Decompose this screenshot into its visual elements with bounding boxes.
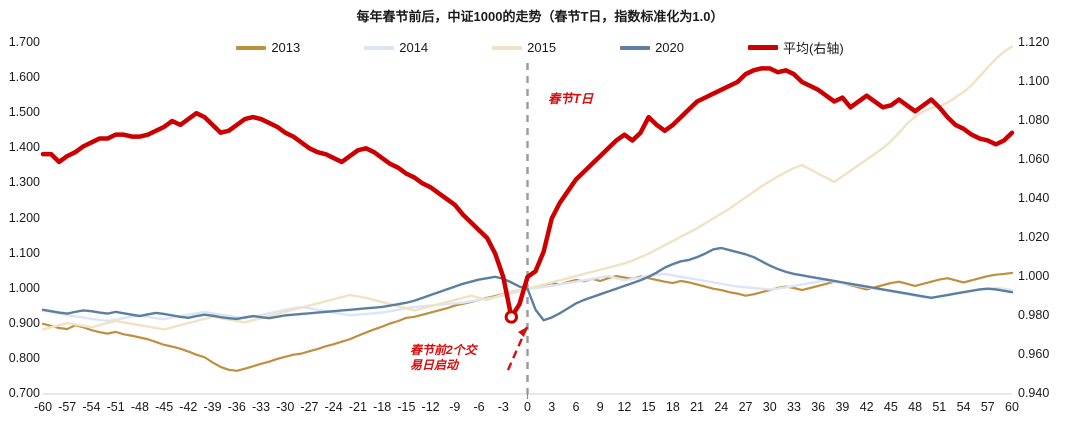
x-axis-tick: 54 bbox=[956, 400, 971, 414]
y-axis-right-tick: 1.020 bbox=[1018, 230, 1050, 244]
y-axis-left-tick: 1.100 bbox=[8, 245, 40, 260]
legend-swatch bbox=[364, 45, 395, 50]
y-axis-left-tick: 1.300 bbox=[8, 175, 40, 190]
x-axis-tick: -3 bbox=[497, 400, 509, 414]
x-axis-tick: 45 bbox=[883, 400, 898, 414]
x-axis-tick: -39 bbox=[203, 400, 222, 414]
x-axis-tick: 18 bbox=[665, 400, 680, 414]
x-axis-tick: -42 bbox=[179, 400, 198, 414]
x-axis-tick: 6 bbox=[572, 400, 580, 414]
y-axis-left-tick: 1.700 bbox=[8, 35, 40, 49]
x-axis-tick: -15 bbox=[397, 400, 416, 414]
legend-item-2015[interactable]: 2015 bbox=[492, 40, 556, 55]
y-axis-left-tick: 0.900 bbox=[8, 315, 40, 330]
x-axis-tick: 57 bbox=[980, 400, 995, 414]
legend-item-平均右轴[interactable]: 平均(右轴) bbox=[748, 38, 844, 57]
annotation-start-line2: 易日启动 bbox=[410, 358, 459, 372]
x-axis-tick: 27 bbox=[738, 400, 753, 414]
x-axis-tick: -60 bbox=[33, 400, 53, 414]
x-axis-tick: -21 bbox=[348, 400, 367, 414]
y-axis-right-tick: 0.940 bbox=[1018, 386, 1050, 400]
x-axis-tick: -18 bbox=[373, 400, 392, 414]
x-axis-tick: -45 bbox=[155, 400, 174, 414]
y-axis-left-tick: 1.000 bbox=[8, 280, 40, 295]
x-axis-tick: -9 bbox=[449, 400, 461, 414]
legend-swatch bbox=[748, 45, 778, 50]
y-axis-right-tick: 1.040 bbox=[1018, 191, 1050, 205]
x-axis-tick: 51 bbox=[932, 400, 947, 414]
legend-swatch bbox=[236, 45, 267, 50]
chart-legend: 2013 2014 2015 2020 平均(右轴) bbox=[0, 38, 1080, 57]
x-axis-tick: 48 bbox=[908, 400, 923, 414]
x-axis-tick: -36 bbox=[227, 400, 246, 414]
y-axis-left-tick: 1.400 bbox=[8, 140, 40, 155]
x-axis-tick: 3 bbox=[548, 400, 556, 414]
x-axis-tick: -24 bbox=[324, 400, 343, 414]
series-line-平均右轴 bbox=[40, 66, 1015, 320]
x-axis-tick: 0 bbox=[524, 400, 531, 414]
x-axis-tick: -54 bbox=[82, 400, 101, 414]
y-axis-right-tick: 1.100 bbox=[1018, 74, 1050, 88]
annotation-start-label: 春节前2个交 易日启动 bbox=[410, 343, 502, 373]
y-axis-left-tick: 1.600 bbox=[8, 70, 40, 85]
y-axis-right-tick: 0.960 bbox=[1018, 347, 1050, 361]
legend-label: 平均(右轴) bbox=[783, 41, 844, 56]
legend-label: 2015 bbox=[527, 40, 557, 55]
x-axis-tick: 39 bbox=[835, 400, 850, 414]
y-axis-right-tick: 1.060 bbox=[1018, 152, 1050, 166]
x-axis-tick: -27 bbox=[300, 400, 319, 414]
legend-swatch bbox=[620, 45, 651, 50]
x-axis-tick: 21 bbox=[690, 400, 705, 414]
series-line-2020 bbox=[41, 246, 1014, 322]
x-axis-tick: -48 bbox=[130, 400, 149, 414]
chart-title: 每年春节前后，中证1000的走势（春节T日，指数标准化为1.0） bbox=[356, 9, 724, 24]
y-axis-right-tick: 1.000 bbox=[1018, 269, 1050, 283]
x-axis-tick: -6 bbox=[473, 400, 485, 414]
y-axis-left-tick: 0.800 bbox=[8, 350, 40, 365]
x-axis-tick: 15 bbox=[641, 400, 656, 414]
legend-item-2014[interactable]: 2014 bbox=[364, 40, 428, 55]
legend-item-2013[interactable]: 2013 bbox=[236, 40, 300, 55]
legend-label: 2014 bbox=[399, 40, 429, 55]
y-axis-right-tick: 1.120 bbox=[1018, 35, 1050, 49]
x-axis-tick: 24 bbox=[714, 400, 729, 414]
annotation-start-line1: 春节前2个交 bbox=[410, 343, 477, 357]
x-axis-tick: 36 bbox=[811, 400, 826, 414]
legend-swatch bbox=[492, 45, 523, 50]
y-axis-left-tick: 1.500 bbox=[8, 105, 40, 120]
average-min-marker bbox=[504, 310, 519, 324]
annotation-tday-label: 春节T日 bbox=[548, 92, 594, 106]
x-axis-tick: 60 bbox=[1005, 400, 1019, 414]
x-axis-tick: -57 bbox=[58, 400, 77, 414]
legend-label: 2020 bbox=[655, 40, 684, 55]
y-axis-right-tick: 0.980 bbox=[1018, 308, 1050, 322]
x-axis-tick: -33 bbox=[251, 400, 271, 414]
x-axis-tick: 33 bbox=[787, 400, 801, 414]
annotation-arrow-head bbox=[518, 327, 527, 337]
legend-item-2020[interactable]: 2020 bbox=[620, 40, 684, 55]
y-axis-left-tick: 1.200 bbox=[8, 210, 40, 225]
legend-label: 2013 bbox=[271, 40, 301, 55]
x-axis-tick: -30 bbox=[276, 400, 295, 414]
x-axis-tick: 12 bbox=[617, 400, 632, 414]
x-axis-tick: -12 bbox=[421, 400, 440, 414]
y-axis-right-tick: 1.080 bbox=[1018, 113, 1050, 127]
x-axis-tick: -51 bbox=[106, 400, 125, 414]
x-axis-tick: 9 bbox=[596, 400, 604, 414]
x-axis-tick: 42 bbox=[859, 400, 874, 414]
y-axis-left-tick: 0.700 bbox=[8, 386, 40, 400]
x-axis-tick: 30 bbox=[762, 400, 777, 414]
